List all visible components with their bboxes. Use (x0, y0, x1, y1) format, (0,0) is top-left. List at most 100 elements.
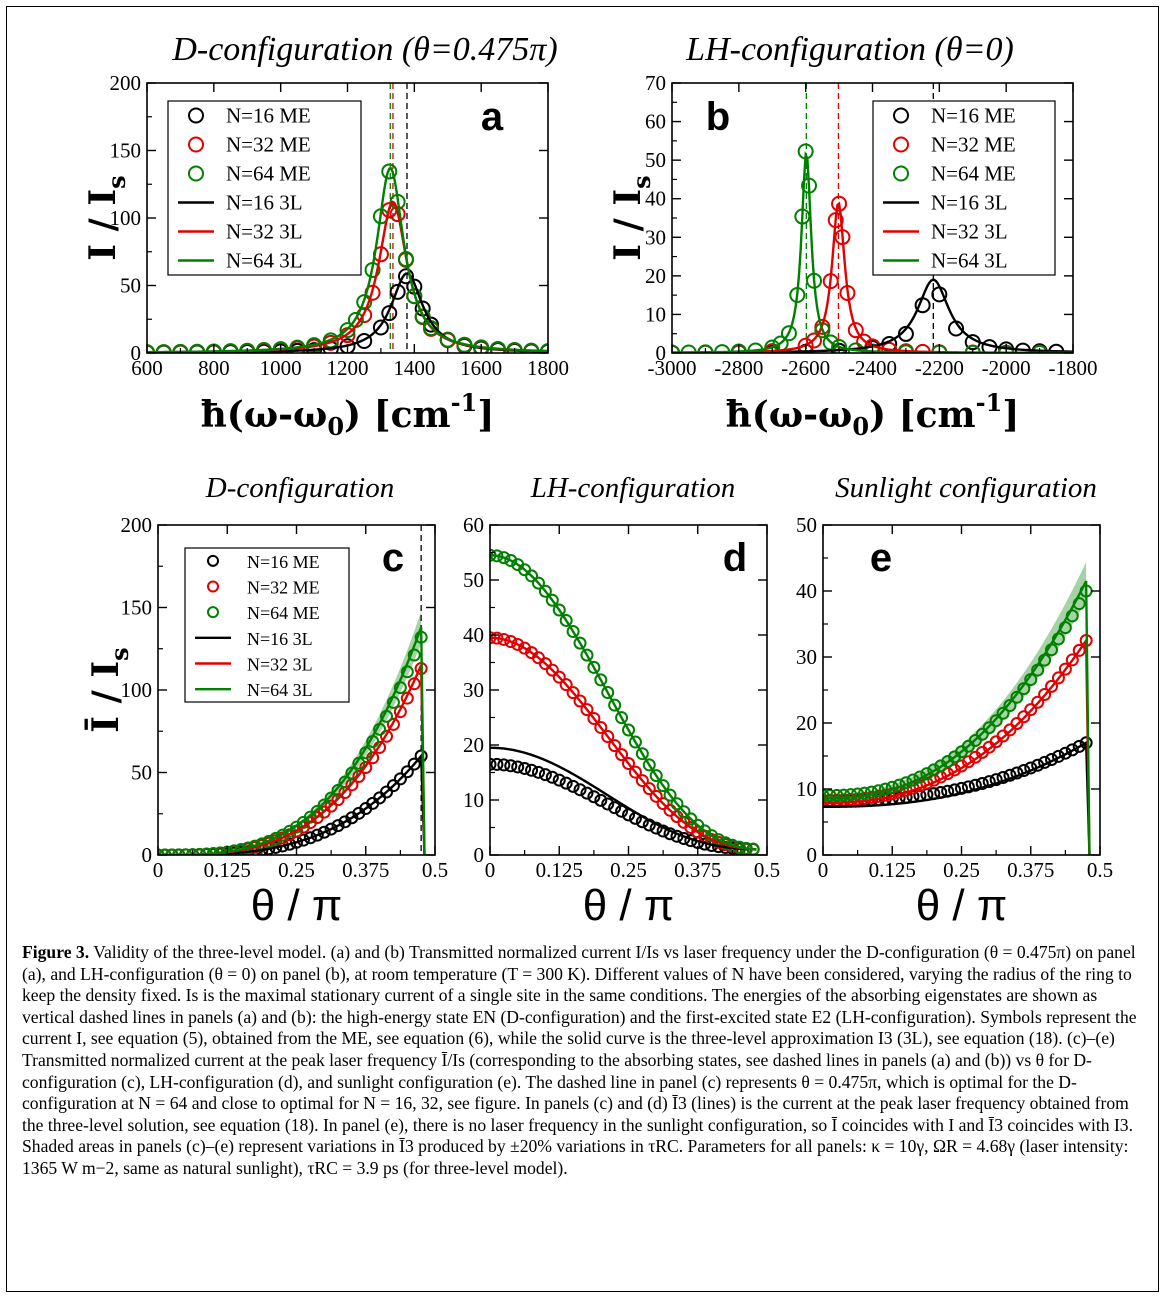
legend-entry: N=32 3L (931, 220, 1008, 244)
y-tick-label: 40 (645, 187, 666, 211)
marker (642, 782, 656, 796)
marker (407, 757, 421, 771)
marker (587, 660, 601, 674)
panel-d-plot-area (490, 548, 760, 855)
legend-entry: N=32 3L (226, 220, 303, 244)
legend-entry: N=64 ME (931, 162, 1016, 186)
series-line-N-16-3L (823, 740, 1091, 855)
marker (504, 554, 518, 568)
y-tick-label: 50 (120, 274, 141, 298)
marker (559, 776, 573, 790)
marker (615, 711, 629, 725)
y-tick-label: 50 (796, 513, 817, 537)
marker (594, 673, 608, 687)
marker (837, 788, 851, 802)
marker (381, 163, 398, 180)
marker (927, 763, 941, 777)
marker (552, 603, 566, 617)
x-tick-label: -3000 (648, 356, 697, 380)
marker (414, 308, 431, 325)
panel-a: D-configuration (θ=0.475π)600 800 1000 1200… (82, 31, 569, 441)
panel-a-legend: N=16 ME N=32 ME N=64 ME N=16 3L N=32 3L N=64 … (167, 100, 362, 276)
marker (670, 797, 684, 811)
marker (1058, 662, 1072, 676)
y-tick-label: 0 (807, 843, 818, 867)
x-tick-label: 0.5 (754, 858, 780, 882)
marker (635, 774, 649, 788)
marker (352, 769, 366, 783)
marker (559, 678, 573, 692)
marker (587, 711, 601, 725)
figure-caption: Figure 3. Validity of the three-level mo… (22, 942, 1140, 1180)
y-tick-label: 100 (110, 206, 142, 230)
x-tick-label: 1400 (393, 356, 435, 380)
marker (497, 551, 511, 565)
marker (580, 648, 594, 662)
x-tick-label: 0.125 (869, 858, 916, 882)
panel-b-title: LH-configuration (θ=0) (685, 31, 1014, 68)
marker (1010, 716, 1024, 730)
marker (780, 325, 797, 342)
marker (573, 783, 587, 797)
series-line-N-32-3L (490, 636, 757, 851)
marker (656, 797, 670, 811)
x-axis-label: θ / π (916, 881, 1008, 930)
legend-entry: N=32 ME (247, 578, 320, 598)
marker (511, 637, 525, 651)
marker (823, 789, 830, 803)
marker (1051, 749, 1065, 763)
marker (608, 698, 622, 712)
legend-entry: N=16 ME (931, 104, 1016, 128)
legend-marker (207, 580, 219, 593)
y-tick-label: 200 (110, 71, 142, 95)
marker (497, 758, 511, 772)
marker (310, 828, 324, 842)
marker (490, 757, 497, 771)
y-tick-label: 60 (645, 110, 666, 134)
y-tick-label: 20 (463, 733, 484, 757)
legend-entry: N=64 3L (931, 249, 1008, 273)
x-tick-label: -2200 (915, 356, 964, 380)
panel-c-label: c (382, 536, 404, 580)
marker (303, 831, 317, 845)
x-tick-label: -2800 (714, 356, 763, 380)
legend-marker (188, 165, 204, 182)
marker (372, 319, 389, 336)
marker (663, 788, 677, 802)
marker (324, 822, 338, 836)
x-tick-label: 0 (485, 858, 496, 882)
y-tick-label: 10 (463, 788, 484, 812)
marker (573, 694, 587, 708)
y-tick-label: 40 (463, 623, 484, 647)
marker (296, 833, 310, 847)
marker (406, 288, 423, 305)
y-axis-label: Ī / Is (85, 647, 134, 732)
legend-entry: N=16 ME (247, 552, 320, 572)
x-tick-label: -2400 (848, 356, 897, 380)
marker (649, 769, 663, 783)
legend-entry: N=64 3L (247, 680, 313, 700)
marker (594, 793, 608, 807)
y-tick-label: 10 (796, 777, 817, 801)
marker (531, 765, 545, 779)
series-line-N-32-3L (823, 636, 1091, 855)
x-tick-label: 600 (131, 356, 163, 380)
figure-frame (6, 6, 1159, 1292)
marker (531, 576, 545, 590)
marker (858, 786, 872, 800)
marker (656, 779, 670, 793)
series-markers-N-64-ME (490, 548, 760, 855)
panel-b: LH-configuration (θ=0) -3000 -2800 -2600 -24… (607, 31, 1098, 441)
marker (642, 758, 656, 772)
legend-marker (893, 107, 909, 124)
panel-e: Sunlight configuration 0 0.125 0.25 0.375 0.5… (796, 472, 1113, 930)
marker (331, 793, 345, 807)
marker (559, 613, 573, 627)
x-tick-label: 0.5 (1087, 858, 1113, 882)
legend-box (184, 547, 350, 703)
marker (649, 789, 663, 803)
x-tick-label: 1200 (327, 356, 369, 380)
marker (545, 770, 559, 784)
y-tick-label: 50 (131, 761, 152, 785)
marker (1045, 679, 1059, 693)
